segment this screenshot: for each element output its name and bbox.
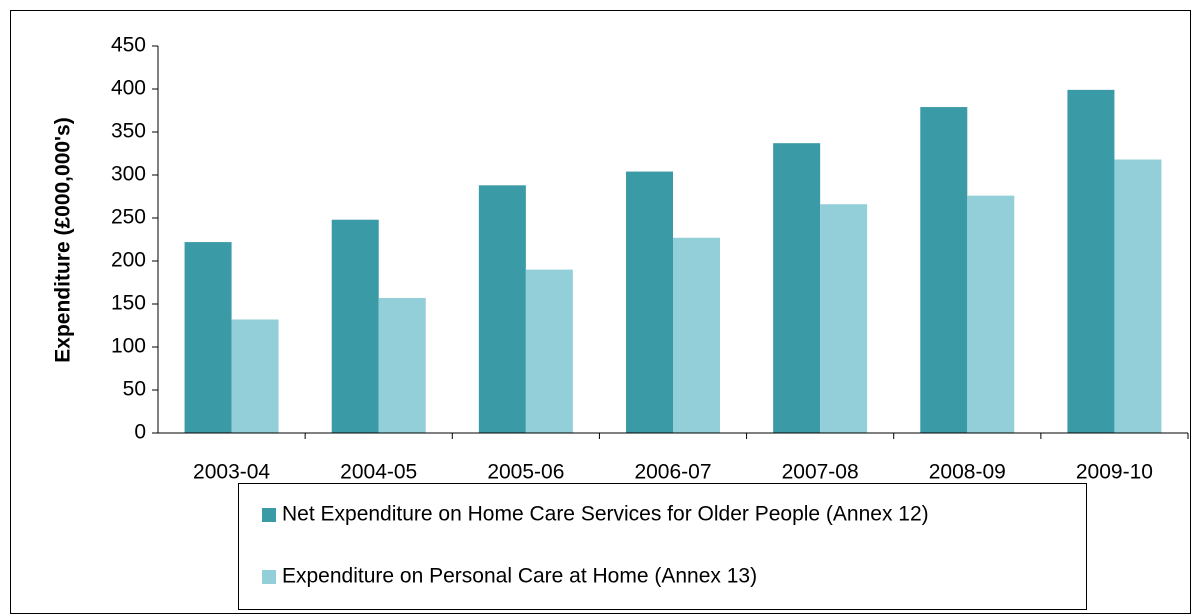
bar [231, 319, 279, 433]
bar [967, 195, 1015, 433]
legend-swatch [262, 508, 276, 522]
y-axis-title: Expenditure (£000,000's) [52, 117, 75, 362]
x-tick-label: 2006-07 [634, 461, 711, 484]
bar [673, 237, 720, 433]
y-tick-label: 0 [134, 421, 146, 444]
y-tick-label: 150 [111, 292, 146, 315]
y-tick-label: 300 [111, 163, 146, 186]
x-tick-label: 2004-05 [340, 461, 417, 484]
bar [1067, 89, 1115, 434]
legend-label: Expenditure on Personal Care at Home (An… [282, 565, 757, 588]
bar [378, 297, 426, 433]
y-tick-label: 250 [111, 206, 146, 229]
y-tick-label: 200 [111, 249, 146, 272]
bar [920, 107, 968, 433]
bar [331, 219, 379, 433]
y-tick-label: 100 [111, 335, 146, 358]
x-tick-label: 2005-06 [487, 461, 564, 484]
bar [626, 171, 673, 433]
y-tick-label: 400 [111, 77, 146, 100]
legend-swatch [262, 570, 276, 584]
y-tick-label: 50 [123, 378, 146, 401]
x-tick-label: 2007-08 [782, 461, 859, 484]
legend-label: Net Expenditure on Home Care Services fo… [282, 503, 929, 526]
y-tick-label: 350 [111, 120, 146, 143]
bar [1114, 159, 1162, 433]
x-tick-label: 2009-10 [1076, 461, 1153, 484]
bar [773, 143, 821, 433]
legend-box [238, 483, 1087, 610]
x-tick-label: 2003-04 [193, 461, 270, 484]
bar [184, 242, 232, 433]
bar [478, 185, 526, 433]
x-tick-label: 2008-09 [929, 461, 1006, 484]
bar [525, 269, 573, 433]
y-tick-label: 450 [111, 34, 146, 57]
bar [820, 204, 868, 433]
